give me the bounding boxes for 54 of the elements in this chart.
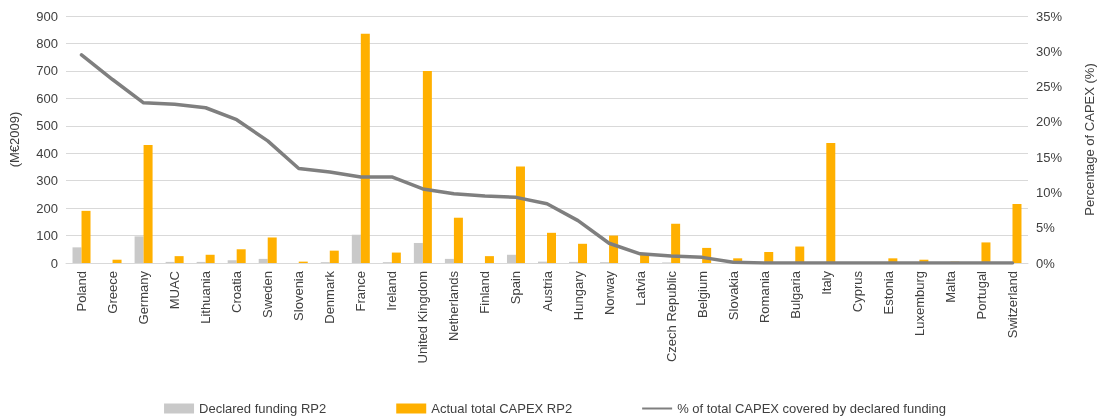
y-tick-label: 200 [36,200,58,216]
x-tick-label: Greece [105,271,121,314]
y2-tick-label: 15% [1036,149,1063,165]
legend-label: % of total CAPEX covered by declared funding [677,401,946,416]
y2-tick-label: 5% [1036,220,1056,236]
y2-tick-label: 10% [1036,184,1063,200]
y-tick-label: 800 [36,35,58,51]
x-tick-label: Hungary [570,270,586,321]
x-tick-label: Ireland [384,271,400,311]
legend-label: Actual total CAPEX RP2 [431,401,573,416]
x-tick-label: Netherlands [446,270,462,342]
y-tick-label: 100 [36,228,58,244]
y-tick-label: 300 [36,173,58,189]
x-tick-label: Germany [136,270,152,325]
y2-tick-label: 35% [1036,8,1063,24]
x-tick-label: Belgium [694,271,710,318]
y2-tick-label: 20% [1036,114,1063,130]
x-tick-label: Malta [942,270,958,303]
y-tick-label: 500 [36,118,58,134]
x-tick-label: France [353,271,369,312]
y-tick-label: 400 [36,145,58,161]
x-tick-label: Estonia [880,270,896,315]
x-tick-label: Poland [74,271,90,312]
x-tick-label: Switzerland [1004,271,1020,339]
legend-label: Declared funding RP2 [199,401,327,416]
y2-tick-label: 30% [1036,43,1063,59]
x-tick-label: Cyprus [849,270,865,313]
x-tick-label: Luxemburg [911,271,927,337]
y2-tick-label: 0% [1036,255,1056,271]
x-tick-label: Romania [756,270,772,324]
y2-axis-title: Percentage of CAPEX (%) [1082,63,1097,216]
x-tick-label: Latvia [632,270,648,306]
x-tick-label: Italy [818,270,834,295]
y-tick-label: 900 [36,8,58,24]
x-tick-label: Lithuania [198,270,214,324]
x-tick-label: Austria [539,270,555,312]
x-tick-label: Slovenia [291,270,307,321]
x-tick-label: MUAC [167,271,183,310]
x-tick-label: Bulgaria [787,270,803,319]
x-tick-label: Sweden [260,271,276,318]
y-tick-label: 0 [50,255,58,271]
x-tick-label: Czech Republic [663,270,679,363]
x-tick-label: Spain [508,271,524,305]
x-tick-label: Portugal [973,270,989,320]
y-axis-title: (M€2009) [7,111,22,168]
x-tick-label: Norway [601,270,617,316]
x-tick-label: United Kingdom [415,271,431,364]
y2-tick-label: 25% [1036,79,1063,95]
x-tick-label: Croatia [229,270,245,313]
x-tick-label: Denmark [322,270,338,324]
x-tick-label: Slovakia [725,270,741,321]
y-tick-label: 600 [36,90,58,106]
y-tick-label: 700 [36,63,58,79]
x-tick-label: Finland [477,271,493,314]
